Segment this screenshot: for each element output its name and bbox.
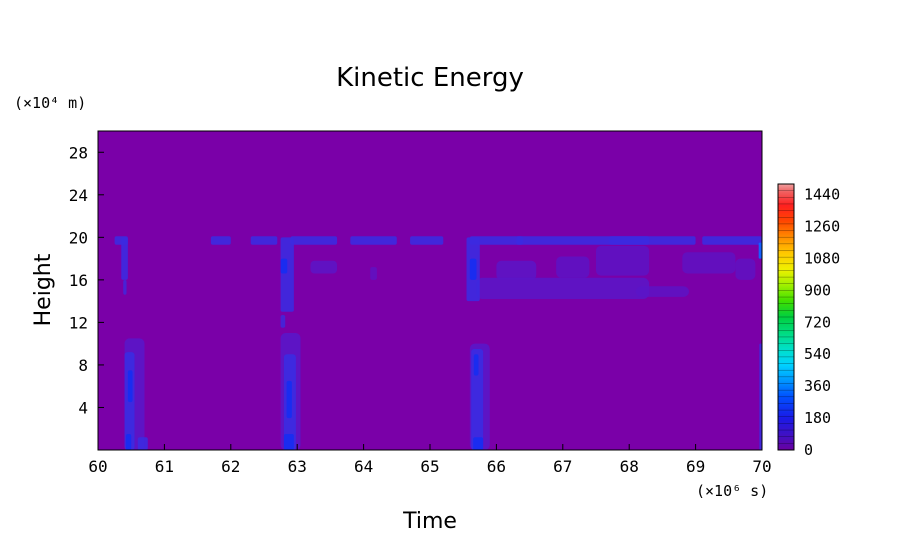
colorbar-tick-label: 1080: [804, 249, 840, 267]
x-tick-label: 69: [686, 457, 705, 476]
energy-contour: [473, 437, 484, 450]
colorbar-tick-label: 900: [804, 281, 831, 299]
colorbar-tick-label: 540: [804, 345, 831, 363]
energy-contour: [596, 245, 650, 276]
x-axis-label: Time: [402, 509, 457, 534]
x-tick-label: 63: [288, 457, 307, 476]
x-axis-ticks: 60 61 62 63 64 65 66 67 68 69 70: [88, 444, 772, 476]
colorbar-tick-label: 180: [804, 409, 831, 427]
energy-contour: [410, 236, 444, 245]
plot-area: [97, 130, 763, 451]
energy-contour: [310, 260, 338, 274]
colorbar-frame: [777, 183, 795, 451]
energy-contour: [370, 267, 377, 280]
energy-contour: [280, 237, 294, 312]
chart-title: Kinetic Energy: [336, 63, 524, 93]
energy-contour: [123, 279, 127, 295]
colorbar-tick-label: 360: [804, 377, 831, 395]
energy-contour: [469, 236, 523, 245]
y-tick-label: 4: [78, 398, 88, 417]
energy-contour: [350, 236, 397, 245]
energy-contour: [121, 237, 128, 280]
y-tick-label: 24: [69, 186, 88, 205]
energy-contour: [516, 236, 696, 245]
y-tick-label: 20: [69, 228, 88, 247]
x-unit-label: (×10⁶ s): [696, 482, 768, 500]
y-tick-label: 12: [69, 313, 88, 332]
energy-contour: [473, 354, 479, 376]
colorbar-ticks: 0 180 360 540 720 900 1080 1260 1440: [804, 186, 840, 459]
energy-contour: [635, 286, 689, 297]
energy-contour: [496, 260, 537, 280]
energy-contour: [250, 236, 278, 245]
energy-contour: [469, 258, 477, 280]
x-tick-label: 70: [752, 457, 771, 476]
energy-contour: [702, 236, 762, 245]
energy-contour: [759, 343, 762, 450]
energy-contour: [286, 380, 292, 419]
energy-contour: [735, 258, 756, 280]
energy-contour: [682, 252, 736, 274]
y-tick-label: 8: [78, 356, 88, 375]
x-tick-label: 66: [487, 457, 506, 476]
energy-contour: [280, 258, 288, 274]
energy-contour: [127, 370, 133, 403]
colorbar: [777, 183, 795, 451]
x-tick-label: 62: [221, 457, 240, 476]
energy-contour: [280, 314, 286, 328]
x-tick-label: 61: [155, 457, 174, 476]
y-tick-label: 16: [69, 271, 88, 290]
x-tick-label: 67: [553, 457, 572, 476]
x-tick-label: 64: [354, 457, 373, 476]
energy-contour: [609, 236, 650, 245]
colorbar-tick-label: 1440: [804, 186, 840, 204]
energy-contour: [283, 434, 294, 450]
energy-contour: [556, 256, 590, 278]
colorbar-tick-label: 0: [804, 441, 813, 459]
energy-contour: [125, 434, 132, 450]
y-axis-label: Height: [31, 253, 56, 326]
x-tick-label: 68: [620, 457, 639, 476]
x-tick-label: 65: [420, 457, 439, 476]
energy-features: [114, 236, 762, 450]
energy-contour: [210, 236, 231, 245]
x-tick-label: 60: [88, 457, 107, 476]
colorbar-tick-label: 1260: [804, 218, 840, 236]
y-unit-label: (×10⁴ m): [14, 94, 86, 112]
energy-contour: [476, 277, 650, 300]
y-tick-label: 28: [69, 143, 88, 162]
y-axis-ticks: 4 8 12 16 20 24 28: [69, 143, 104, 417]
colorbar-tick-label: 720: [804, 313, 831, 331]
energy-contour: [758, 242, 762, 259]
energy-contour: [290, 236, 338, 245]
energy-contour: [137, 437, 148, 450]
